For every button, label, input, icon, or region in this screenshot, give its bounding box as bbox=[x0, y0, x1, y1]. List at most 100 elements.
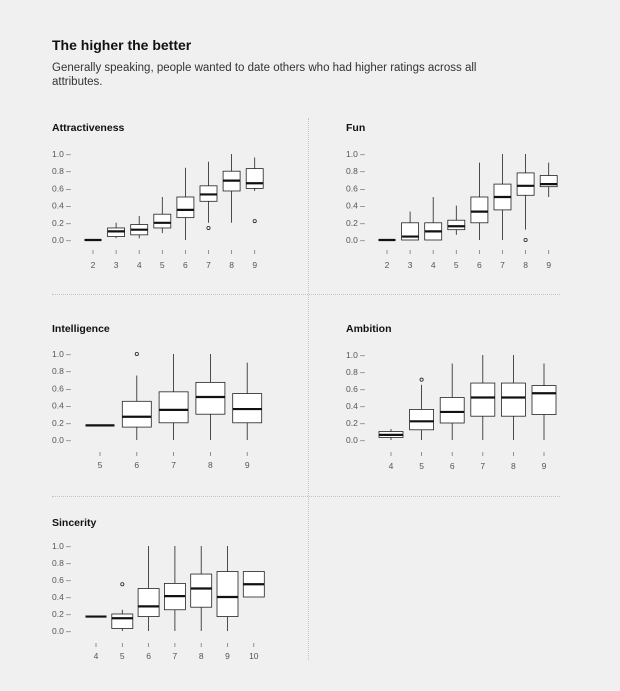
x-tick-label: 2 bbox=[385, 260, 390, 270]
y-tick-label: 0.2 – bbox=[346, 418, 365, 428]
box-6 bbox=[121, 351, 152, 440]
x-tick-label: 8 bbox=[208, 460, 213, 470]
box-9 bbox=[245, 157, 264, 224]
box-8 bbox=[195, 354, 226, 440]
x-tick-label: 6 bbox=[477, 260, 482, 270]
y-tick-label: 0.6 – bbox=[52, 183, 71, 193]
box-7 bbox=[199, 161, 218, 230]
x-tick-label: 9 bbox=[546, 260, 551, 270]
iqr-box bbox=[409, 408, 435, 431]
y-tick-label: 0.8 – bbox=[52, 166, 71, 176]
panel-title: Ambition bbox=[346, 323, 392, 335]
x-tick-label: 9 bbox=[542, 461, 547, 471]
iqr-box bbox=[516, 172, 535, 196]
x-tick-label: 4 bbox=[94, 651, 99, 661]
row-divider-1 bbox=[52, 294, 560, 295]
y-tick-label: 1.0 – bbox=[52, 349, 71, 359]
box-5 bbox=[409, 377, 435, 440]
x-tick-label: 5 bbox=[454, 260, 459, 270]
x-tick-label: 6 bbox=[450, 461, 455, 471]
x-tick-label: 3 bbox=[408, 260, 413, 270]
y-tick-label: 0.0 – bbox=[52, 235, 71, 245]
y-tick-label: 1.0 – bbox=[346, 350, 365, 360]
box-9 bbox=[232, 362, 263, 440]
box-3 bbox=[107, 222, 125, 239]
x-tick-label: 4 bbox=[137, 260, 142, 270]
y-tick-label: 0.8 – bbox=[52, 558, 71, 568]
x-tick-label: 6 bbox=[183, 260, 188, 270]
x-tick-label: 8 bbox=[199, 651, 204, 661]
x-tick-label: 7 bbox=[171, 460, 176, 470]
y-tick-label: 0.2 – bbox=[52, 418, 71, 428]
y-tick-label: 0.0 – bbox=[346, 435, 365, 445]
box-7 bbox=[470, 355, 496, 440]
x-tick-label: 7 bbox=[206, 260, 211, 270]
outlier-point bbox=[134, 351, 139, 356]
iqr-box bbox=[121, 400, 152, 428]
iqr-box bbox=[470, 382, 496, 417]
box-7 bbox=[163, 546, 186, 631]
box-5 bbox=[447, 205, 466, 235]
x-tick-label: 4 bbox=[389, 461, 394, 471]
y-tick-label: 0.0 – bbox=[346, 235, 365, 245]
box-9 bbox=[539, 162, 558, 197]
box-4 bbox=[130, 215, 149, 239]
outlier-point bbox=[252, 219, 257, 224]
y-tick-label: 1.0 – bbox=[346, 149, 365, 159]
y-tick-label: 0.6 – bbox=[346, 183, 365, 193]
y-tick-label: 0.4 – bbox=[52, 592, 71, 602]
box-7 bbox=[493, 154, 512, 240]
iqr-box bbox=[439, 397, 465, 424]
iqr-box bbox=[153, 213, 172, 229]
y-tick-label: 0.4 – bbox=[346, 401, 365, 411]
x-tick-label: 6 bbox=[146, 651, 151, 661]
x-tick-label: 7 bbox=[480, 461, 485, 471]
iqr-box bbox=[216, 571, 239, 617]
panel-title: Intelligence bbox=[52, 323, 110, 335]
y-tick-label: 0.4 – bbox=[52, 201, 71, 211]
page-title: The higher the better bbox=[52, 37, 192, 53]
x-tick-label: 9 bbox=[245, 460, 250, 470]
y-tick-label: 0.6 – bbox=[52, 575, 71, 585]
panel-title: Fun bbox=[346, 122, 365, 134]
x-tick-label: 7 bbox=[500, 260, 505, 270]
x-tick-label: 7 bbox=[173, 651, 178, 661]
x-tick-label: 10 bbox=[249, 651, 259, 661]
iqr-box bbox=[190, 573, 213, 608]
outlier-point bbox=[419, 377, 424, 382]
box-8 bbox=[190, 546, 213, 631]
x-tick-label: 8 bbox=[523, 260, 528, 270]
y-tick-label: 0.0 – bbox=[52, 626, 71, 636]
column-divider bbox=[308, 118, 309, 660]
iqr-box bbox=[531, 385, 557, 415]
panel-title: Sincerity bbox=[52, 517, 97, 529]
x-tick-label: 8 bbox=[229, 260, 234, 270]
y-tick-label: 1.0 – bbox=[52, 541, 71, 551]
x-tick-label: 6 bbox=[134, 460, 139, 470]
page-subtitle: Generally speaking, people wanted to dat… bbox=[52, 62, 477, 88]
y-tick-label: 0.8 – bbox=[52, 366, 71, 376]
y-tick-label: 0.0 – bbox=[52, 435, 71, 445]
iqr-box bbox=[500, 382, 526, 417]
box-9 bbox=[216, 546, 239, 631]
x-tick-label: 3 bbox=[114, 260, 119, 270]
x-tick-label: 9 bbox=[225, 651, 230, 661]
box-7 bbox=[158, 354, 189, 440]
box-4 bbox=[424, 197, 443, 241]
outlier-point bbox=[120, 582, 125, 587]
iqr-box bbox=[470, 196, 489, 224]
y-tick-label: 0.6 – bbox=[52, 383, 71, 393]
box-6 bbox=[470, 162, 489, 240]
box-6 bbox=[176, 167, 195, 240]
box-8 bbox=[500, 355, 526, 440]
y-tick-label: 0.8 – bbox=[346, 166, 365, 176]
y-tick-label: 0.2 – bbox=[52, 218, 71, 228]
iqr-box bbox=[539, 175, 558, 188]
x-tick-label: 5 bbox=[98, 460, 103, 470]
box-4 bbox=[378, 428, 404, 440]
